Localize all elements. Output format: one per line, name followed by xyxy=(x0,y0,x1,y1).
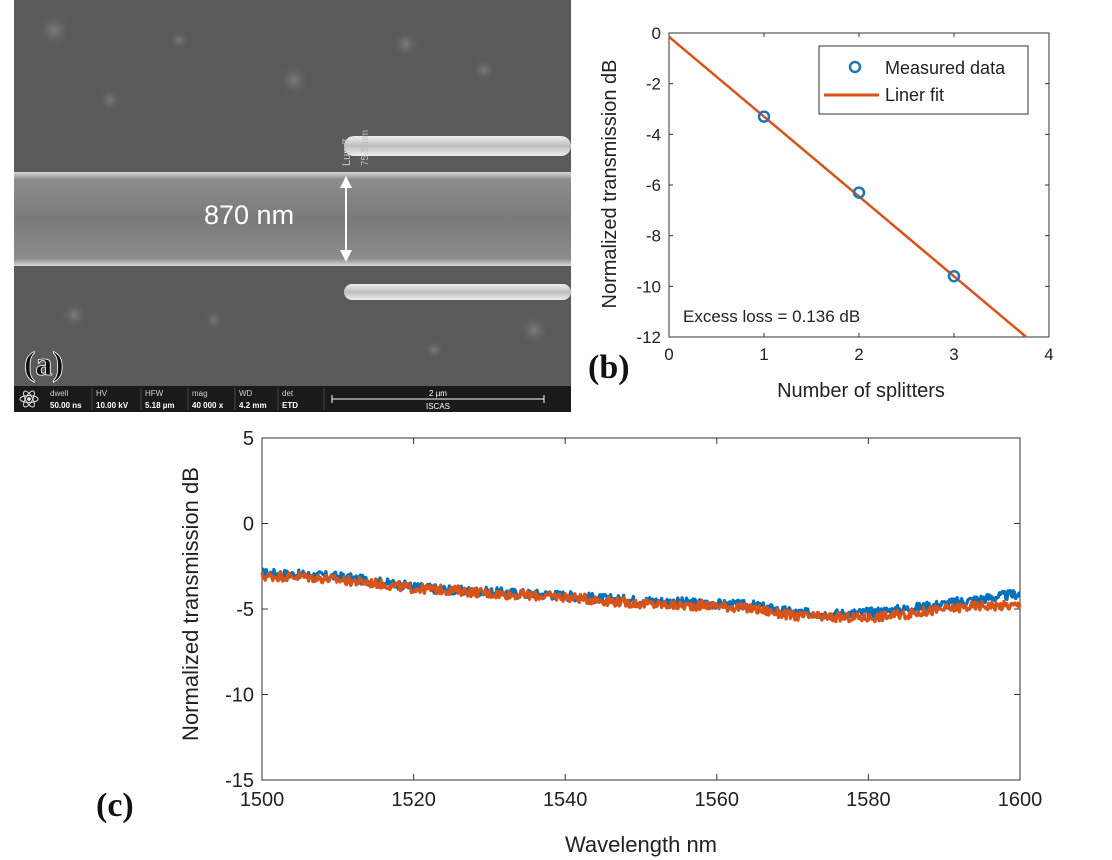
fit-line xyxy=(668,35,1028,338)
legend-entry-fit: Liner fit xyxy=(885,85,944,105)
chart-b-y-axis-label: Normalized transmission dB xyxy=(599,60,621,309)
x-tick-label: 3 xyxy=(949,345,958,364)
info-value-wd: 4.2 mm xyxy=(239,401,267,410)
y-tick-label: 0 xyxy=(243,514,254,536)
atom-icon xyxy=(19,390,39,408)
y-tick-label: -2 xyxy=(646,75,661,94)
sem-info-headers: dwell HV HFW mag WD det xyxy=(50,389,294,398)
scale-bar xyxy=(331,395,545,403)
scale-bar-label: 2 µm xyxy=(429,389,447,398)
panel-c-label: (c) xyxy=(96,787,134,824)
x-tick-label: 1560 xyxy=(695,789,740,811)
chart-b-legend: Measured data Liner fit xyxy=(818,45,1029,115)
chart-b-annotation: Excess loss = 0.136 dB xyxy=(683,307,860,326)
chart-b-marks xyxy=(668,35,1028,338)
x-tick-label: 1580 xyxy=(846,789,891,811)
info-header-det: det xyxy=(282,389,294,398)
sem-side-mark-2: 75.5 nm xyxy=(360,130,371,166)
legend-marker-icon xyxy=(848,60,862,74)
y-tick-label: -12 xyxy=(636,328,661,347)
chart-b: 0 1 2 3 4 0 -2 -4 -6 -8 -10 -12 Number of splitters… xyxy=(588,24,1054,402)
y-tick-label: 0 xyxy=(652,24,661,43)
x-tick-label: 1540 xyxy=(543,789,588,811)
sem-info-values: 50.00 ns 10.00 kV 5.18 µm 40 000 x 4.2 m… xyxy=(50,401,298,410)
info-value-dwell: 50.00 ns xyxy=(50,401,82,410)
chart-c-axes: 1500 1520 1540 1560 1580 1600 5 0 -5 -10 -15 xyxy=(225,428,1042,811)
info-header-hfw: HFW xyxy=(145,389,164,398)
sem-texture xyxy=(36,12,550,360)
x-tick-label: 1600 xyxy=(998,789,1043,811)
sem-side-mark: Lun 7 xyxy=(341,138,353,166)
info-header-hv: HV xyxy=(96,389,108,398)
panel-a-label: (a) xyxy=(24,346,64,383)
info-value-det: ETD xyxy=(282,401,298,410)
info-dividers xyxy=(91,388,325,410)
series-line-1 xyxy=(261,567,1021,621)
upper-coupler-arm xyxy=(344,136,571,156)
info-header-dwell: dwell xyxy=(50,389,68,398)
chart-c-x-axis-label: Wavelength nm xyxy=(565,832,717,857)
legend-box xyxy=(818,45,1029,115)
info-header-mag: mag xyxy=(192,389,208,398)
y-tick-label: -10 xyxy=(225,685,254,707)
x-tick-label: 2 xyxy=(854,345,863,364)
data-point xyxy=(852,186,866,199)
org-label: ISCAS xyxy=(426,402,450,411)
y-tick-label: -5 xyxy=(236,599,254,621)
data-point xyxy=(757,110,771,123)
legend-entry-measured: Measured data xyxy=(885,58,1006,78)
panel-b-label: (b) xyxy=(588,349,630,386)
info-value-hv: 10.00 kV xyxy=(96,401,129,410)
y-tick-label: 5 xyxy=(243,428,254,450)
sem-image-panel: 870 nm Lun 7 75.5 nm (a) dwell HV HFW ma… xyxy=(14,0,571,412)
y-tick-label: -15 xyxy=(225,770,254,792)
y-tick-label: -4 xyxy=(646,125,661,144)
chart-c-y-axis-label: Normalized transmission dB xyxy=(178,467,203,741)
x-tick-label: 1500 xyxy=(240,789,285,811)
y-tick-label: -8 xyxy=(646,227,661,246)
main-waveguide xyxy=(14,172,571,266)
chart-c: 1500 1520 1540 1560 1580 1600 5 0 -5 -10 -15 Wavel… xyxy=(96,428,1042,857)
chart-b-axes: 0 1 2 3 4 0 -2 -4 -6 -8 -10 -12 xyxy=(636,24,1053,364)
info-value-hfw: 5.18 µm xyxy=(145,401,175,410)
chart-c-marks xyxy=(260,567,1022,624)
x-tick-label: 1520 xyxy=(391,789,436,811)
data-point xyxy=(947,269,961,283)
y-tick-label: -10 xyxy=(636,277,661,296)
info-value-mag: 40 000 x xyxy=(192,401,224,410)
x-tick-label: 4 xyxy=(1044,345,1053,364)
chart-b-x-axis-label: Number of splitters xyxy=(777,380,945,402)
x-tick-label: 0 xyxy=(664,345,673,364)
y-tick-label: -6 xyxy=(646,176,661,195)
lower-coupler-arm xyxy=(344,284,571,300)
width-measurement-label: 870 nm xyxy=(204,200,294,230)
x-tick-label: 1 xyxy=(759,345,768,364)
info-header-wd: WD xyxy=(239,389,253,398)
width-arrow xyxy=(340,176,352,262)
series-line-2 xyxy=(260,571,1022,624)
